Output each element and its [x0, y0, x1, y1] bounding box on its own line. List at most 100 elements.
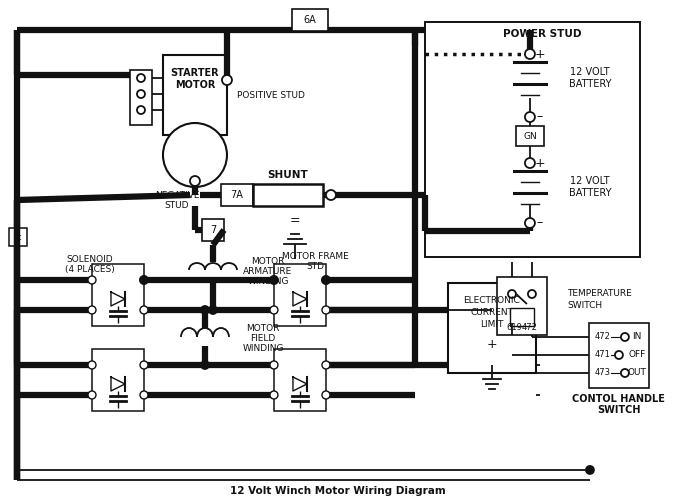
- Circle shape: [140, 391, 148, 399]
- Text: 471: 471: [595, 350, 611, 359]
- Text: 12 VOLT: 12 VOLT: [570, 176, 610, 186]
- Text: ELECTRONIC: ELECTRONIC: [464, 296, 521, 305]
- Bar: [163, 55, 227, 135]
- Text: SHUNT: SHUNT: [267, 170, 308, 180]
- Bar: [425, 22, 640, 257]
- Circle shape: [201, 306, 209, 314]
- Circle shape: [525, 158, 535, 168]
- Circle shape: [525, 112, 535, 122]
- Bar: [130, 70, 152, 125]
- Text: CONTOL HANDLE: CONTOL HANDLE: [573, 394, 665, 404]
- Bar: [292, 9, 328, 31]
- Text: NEGATIVE: NEGATIVE: [155, 191, 199, 200]
- Text: TEMPERATURE: TEMPERATURE: [567, 289, 632, 298]
- Text: 12 VOLT: 12 VOLT: [570, 67, 610, 77]
- Circle shape: [586, 466, 594, 474]
- Bar: [448, 283, 536, 373]
- Text: FIELD: FIELD: [250, 334, 276, 343]
- Text: 12 Volt Winch Motor Wiring Diagram: 12 Volt Winch Motor Wiring Diagram: [230, 486, 446, 496]
- Circle shape: [190, 176, 200, 186]
- Bar: [92, 264, 144, 326]
- Circle shape: [528, 290, 536, 298]
- Circle shape: [615, 351, 623, 359]
- Circle shape: [621, 333, 629, 341]
- Circle shape: [525, 49, 535, 59]
- Text: Fc: Fc: [14, 233, 22, 242]
- Text: 472: 472: [595, 332, 611, 341]
- Circle shape: [137, 74, 145, 82]
- Text: IN: IN: [632, 332, 642, 341]
- Circle shape: [88, 276, 96, 284]
- Bar: [221, 184, 253, 206]
- Circle shape: [270, 306, 278, 314]
- Circle shape: [322, 306, 330, 314]
- Circle shape: [140, 361, 148, 369]
- Circle shape: [140, 276, 148, 284]
- Text: MOTOR: MOTOR: [175, 80, 215, 90]
- Text: LIMIT: LIMIT: [480, 320, 504, 329]
- Circle shape: [88, 361, 96, 369]
- Bar: [9, 228, 27, 246]
- Text: MOTOR FRAME: MOTOR FRAME: [282, 252, 349, 261]
- Circle shape: [270, 276, 278, 284]
- Circle shape: [140, 306, 148, 314]
- Text: +: +: [535, 47, 545, 60]
- Circle shape: [508, 290, 516, 298]
- Circle shape: [137, 106, 145, 114]
- Circle shape: [322, 276, 330, 284]
- Circle shape: [163, 123, 227, 187]
- Circle shape: [201, 361, 209, 369]
- Text: 472: 472: [522, 323, 538, 332]
- Bar: [202, 219, 224, 241]
- Circle shape: [525, 218, 535, 228]
- Bar: [274, 349, 326, 411]
- Text: +: +: [535, 157, 545, 170]
- Text: POWER STUD: POWER STUD: [503, 29, 581, 39]
- Text: =: =: [290, 215, 301, 228]
- Bar: [589, 323, 649, 388]
- Text: 619: 619: [506, 323, 522, 332]
- Circle shape: [209, 306, 217, 314]
- Bar: [497, 277, 547, 335]
- Circle shape: [222, 75, 232, 85]
- Text: –: –: [537, 217, 543, 230]
- Text: GN: GN: [523, 132, 537, 141]
- Text: CURRENT: CURRENT: [471, 308, 513, 317]
- Bar: [253, 184, 323, 206]
- Bar: [92, 349, 144, 411]
- Text: 7: 7: [210, 225, 216, 235]
- Circle shape: [621, 369, 629, 377]
- Circle shape: [140, 276, 148, 284]
- Text: WINDING: WINDING: [242, 344, 284, 353]
- Circle shape: [270, 276, 278, 284]
- Text: OUT: OUT: [628, 368, 647, 377]
- Text: 6A: 6A: [303, 15, 316, 25]
- Circle shape: [88, 306, 96, 314]
- Text: STARTER: STARTER: [171, 68, 219, 78]
- Text: BATTERY: BATTERY: [569, 79, 611, 89]
- Circle shape: [270, 391, 278, 399]
- Circle shape: [326, 190, 336, 200]
- Text: MOTOR: MOTOR: [251, 257, 284, 266]
- Circle shape: [137, 90, 145, 98]
- Text: (4 PLACES): (4 PLACES): [65, 265, 115, 274]
- Text: 473: 473: [595, 368, 611, 377]
- Text: MOTOR: MOTOR: [246, 324, 280, 333]
- Circle shape: [322, 276, 330, 284]
- Circle shape: [322, 391, 330, 399]
- Circle shape: [88, 391, 96, 399]
- Circle shape: [322, 361, 330, 369]
- Text: BATTERY: BATTERY: [569, 188, 611, 198]
- Text: 7A: 7A: [231, 190, 244, 200]
- Circle shape: [270, 361, 278, 369]
- Text: SWITCH: SWITCH: [567, 301, 602, 310]
- Text: WINDING: WINDING: [247, 277, 288, 286]
- Bar: [516, 126, 544, 146]
- Bar: [274, 264, 326, 326]
- Text: STUD: STUD: [165, 201, 190, 210]
- Text: OFF: OFF: [628, 350, 646, 359]
- Bar: [510, 308, 534, 326]
- Text: ARMATURE: ARMATURE: [243, 267, 292, 276]
- Text: STD: STD: [306, 262, 324, 271]
- Text: SWITCH: SWITCH: [597, 405, 640, 415]
